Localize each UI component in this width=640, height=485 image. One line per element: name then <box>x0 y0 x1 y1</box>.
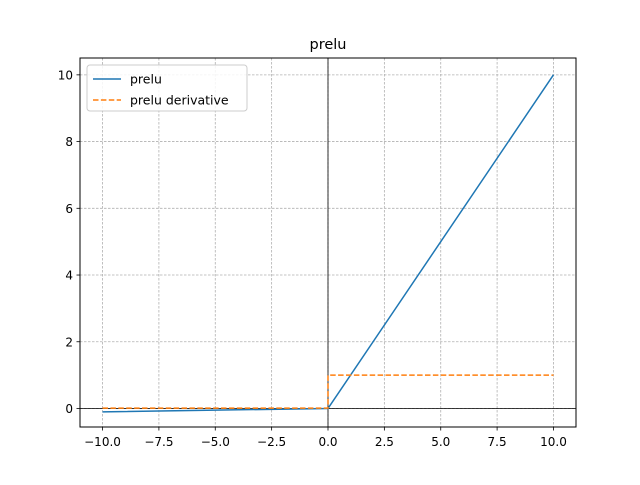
x-tick-label: 0.0 <box>318 435 337 449</box>
y-tick-label: 4 <box>65 269 73 283</box>
y-tick-label: 2 <box>65 335 73 349</box>
legend: prelu prelu derivative <box>86 64 248 112</box>
ticks: −10.0 −7.5 −5.0 −2.5 0.0 2.5 5.0 7.5 10.0 0 2 4 6 8 10 <box>58 68 567 449</box>
chart-title: prelu <box>310 37 347 53</box>
legend-label: prelu derivative <box>130 93 229 108</box>
x-tick-label: −2.5 <box>257 435 286 449</box>
x-tick-label: 7.5 <box>488 435 507 449</box>
y-tick-label: 0 <box>65 402 73 416</box>
x-tick-label: 2.5 <box>375 435 394 449</box>
legend-label: prelu <box>130 72 162 87</box>
legend-box <box>86 64 248 112</box>
x-tick-label: 5.0 <box>431 435 450 449</box>
x-tick-label: 10.0 <box>540 435 567 449</box>
y-tick-label: 8 <box>65 135 73 149</box>
series-lines <box>102 74 555 413</box>
x-tick-label: −7.5 <box>144 435 173 449</box>
series-line-prelu-derivative <box>102 374 554 409</box>
x-tick-label: −5.0 <box>201 435 230 449</box>
x-tick-label: −10.0 <box>84 435 121 449</box>
y-tick-label: 10 <box>58 68 73 82</box>
y-tick-label: 6 <box>65 202 73 216</box>
